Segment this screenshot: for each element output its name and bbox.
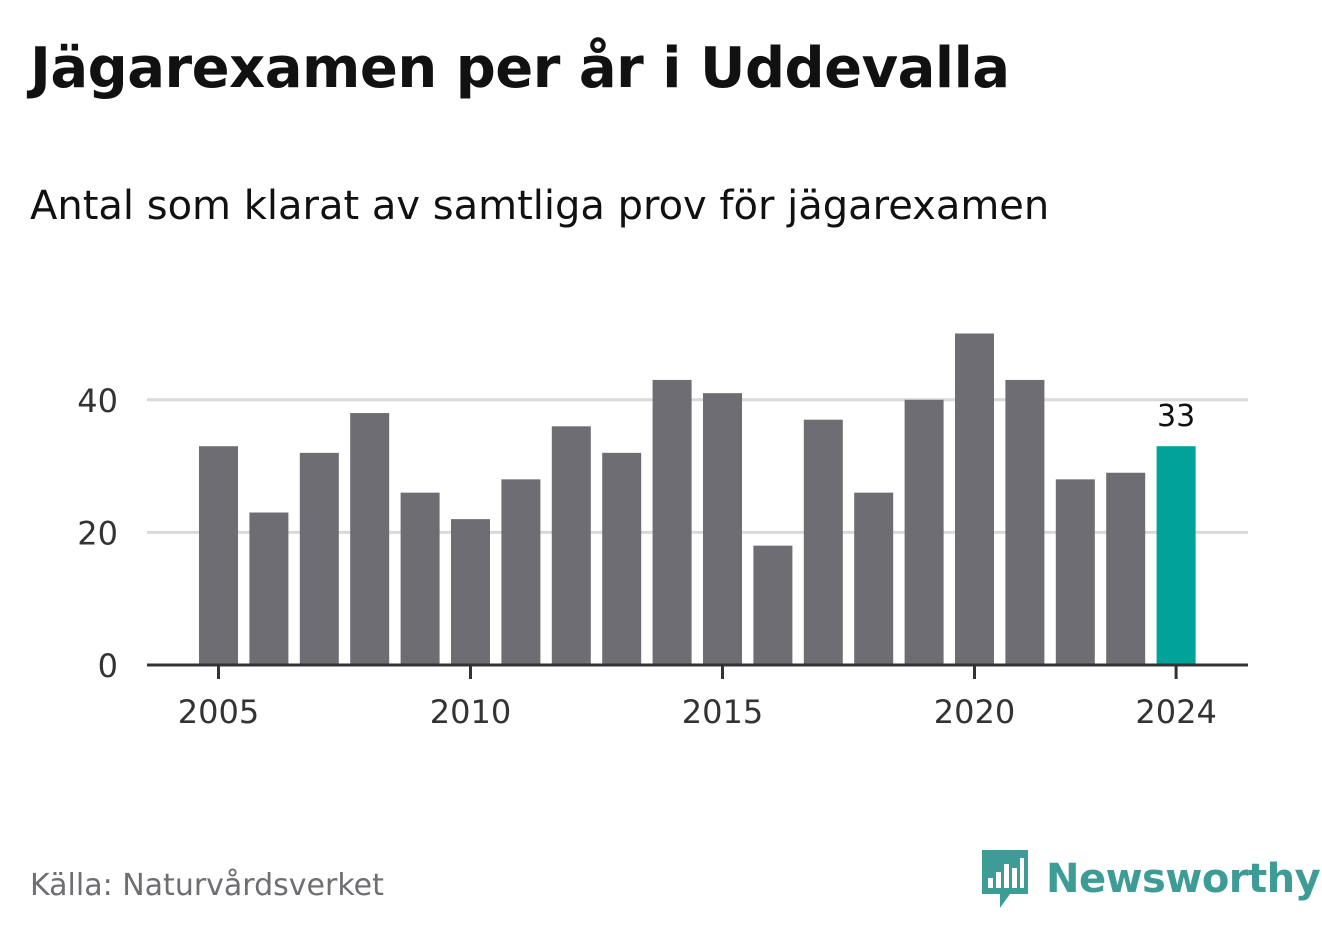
x-tick-label-2024: 2024 xyxy=(1135,693,1216,731)
x-tick-label-2005: 2005 xyxy=(178,693,259,731)
data-label-2024: 33 xyxy=(1157,399,1195,434)
y-tick-label-40: 40 xyxy=(77,382,118,420)
bar-2017 xyxy=(803,419,843,665)
bar-2011 xyxy=(501,479,541,665)
brand-logo: Newsworthy xyxy=(980,848,1321,910)
data-labels: 33 xyxy=(1157,399,1195,434)
brand-name: Newsworthy xyxy=(1046,856,1321,902)
bar-2021 xyxy=(1005,379,1045,665)
source-note: Källa: Naturvårdsverket xyxy=(30,868,384,903)
chart-subtitle: Antal som klarat av samtliga prov för jä… xyxy=(30,183,1050,229)
x-tick-label-2015: 2015 xyxy=(682,693,763,731)
x-tick-label-2010: 2010 xyxy=(430,693,511,731)
bar-2010 xyxy=(451,519,490,665)
bar-2006 xyxy=(249,512,289,665)
bar-2014 xyxy=(652,379,692,665)
y-tick-label-20: 20 xyxy=(77,514,118,552)
bar-2016 xyxy=(753,545,793,665)
chart-title: Jägarexamen per år i Uddevalla xyxy=(30,36,1010,101)
bar-2013 xyxy=(602,452,642,665)
bar-2008 xyxy=(350,413,390,665)
bar-2012 xyxy=(551,426,591,665)
bar-2015 xyxy=(703,393,742,665)
bar-2024 xyxy=(1156,446,1196,665)
bar-2022 xyxy=(1055,479,1095,665)
y-tick-label-0: 0 xyxy=(98,647,118,685)
bar-2007 xyxy=(299,452,339,665)
newsworthy-chat-bars-icon xyxy=(982,850,1028,908)
bars xyxy=(199,333,1196,665)
bar-2005 xyxy=(199,446,238,665)
bar-2009 xyxy=(400,492,440,665)
bar-2018 xyxy=(854,492,894,665)
bar-chart: 33 0 20 40 2005 2010 2015 2020 2024 xyxy=(77,333,1248,731)
bar-2020 xyxy=(955,333,994,665)
axes: 0 20 40 2005 2010 2015 2020 2024 xyxy=(77,382,1248,731)
bar-2019 xyxy=(904,399,944,665)
x-tick-label-2020: 2020 xyxy=(934,693,1015,731)
bar-2023 xyxy=(1106,472,1146,665)
